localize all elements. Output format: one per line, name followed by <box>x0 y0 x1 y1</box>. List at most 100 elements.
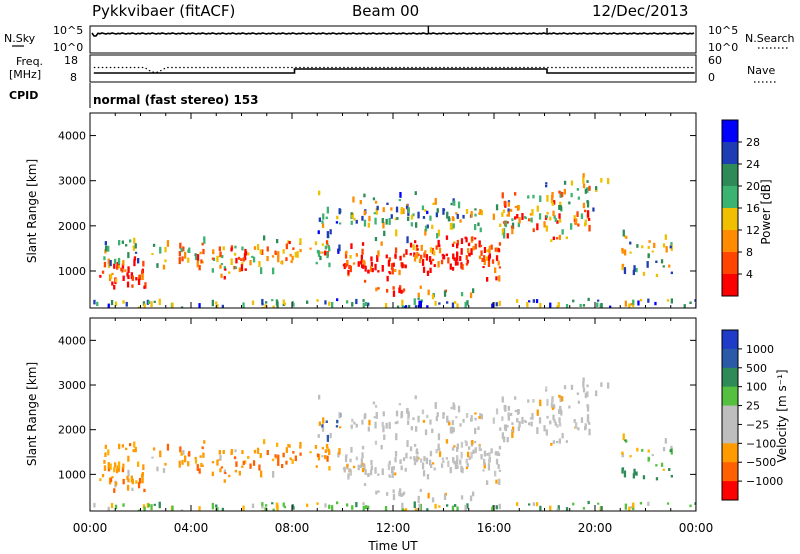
power-cell <box>584 219 587 226</box>
power-cell <box>180 306 184 308</box>
velocity-cell <box>588 421 591 425</box>
power-cell <box>506 233 509 239</box>
power-cell <box>527 195 530 199</box>
power-cell <box>350 220 353 225</box>
velocity-cell <box>586 405 590 412</box>
velocity-cell <box>434 503 437 509</box>
power-cell <box>357 261 360 267</box>
power-cell <box>575 218 578 225</box>
power-cell <box>592 207 595 212</box>
power-cell <box>648 240 651 243</box>
power-cell <box>417 211 420 219</box>
power-cell <box>132 245 135 249</box>
velocity-cell <box>382 425 385 433</box>
velocity-cell <box>417 457 420 460</box>
power-cell <box>390 207 393 211</box>
power-cell <box>506 221 509 224</box>
velocity-cell <box>388 460 391 466</box>
velocity-cell <box>414 443 417 447</box>
velocity-cell <box>472 491 475 497</box>
power-cell <box>398 269 401 276</box>
velocity-cell <box>456 506 459 511</box>
velocity-cell <box>264 507 267 511</box>
power-cell <box>122 300 125 304</box>
power-cell <box>549 302 552 308</box>
velocity-cell <box>194 459 198 464</box>
power-cell <box>529 213 533 216</box>
velocity-cell <box>647 501 650 506</box>
velocity-cell <box>630 506 633 509</box>
power-cell <box>244 268 247 271</box>
power-cell <box>633 265 636 272</box>
power-cell <box>465 209 469 214</box>
velocity-cell <box>472 449 475 454</box>
power-cell <box>550 198 554 204</box>
velocity-cell <box>495 479 498 484</box>
velocity-cell <box>451 420 454 426</box>
power-cell <box>251 300 255 305</box>
power-cell <box>568 201 571 205</box>
power-cell <box>653 242 656 248</box>
power-cell <box>221 255 224 259</box>
velocity-cell <box>459 423 462 427</box>
velocity-cell <box>622 433 625 441</box>
power-cell <box>434 198 437 205</box>
velocity-cell <box>346 464 349 468</box>
velocity-cell <box>351 418 354 423</box>
power-cell <box>107 245 110 252</box>
velocity-cell <box>415 459 419 463</box>
power-cell <box>555 237 559 240</box>
power-cell <box>272 267 275 275</box>
power-cell <box>429 247 433 253</box>
velocity-cell <box>563 385 567 390</box>
velocity-cell <box>503 404 506 410</box>
velocity-cell <box>551 399 554 405</box>
power-cell <box>470 248 473 255</box>
velocity-cell <box>456 459 459 465</box>
power-cell <box>642 271 646 276</box>
power-cell <box>316 249 320 254</box>
velocity-cell <box>322 417 325 424</box>
power-cell <box>635 268 638 273</box>
velocity-cell <box>201 446 204 450</box>
power-cell <box>452 253 455 260</box>
nsearch-label: N.Search <box>745 32 795 45</box>
velocity-cell <box>510 412 513 416</box>
velocity-cell <box>524 420 527 423</box>
power-cell <box>376 205 379 211</box>
power-cell <box>242 257 245 262</box>
power-cell <box>466 259 469 264</box>
power-cell <box>182 246 185 252</box>
velocity-cell <box>584 392 587 398</box>
velocity-cell <box>539 505 542 511</box>
power-cell <box>329 229 332 235</box>
velocity-cell <box>416 455 419 461</box>
x-axis-label: Time UT <box>367 539 418 553</box>
velocity-colorbar-tick-label: 1000 <box>746 343 774 356</box>
velocity-cell <box>277 459 280 466</box>
power-cell <box>647 245 650 249</box>
power-cell <box>396 305 400 308</box>
velocity-cell <box>442 412 445 419</box>
power-cell <box>220 263 224 266</box>
power-cell <box>164 259 167 263</box>
velocity-cell <box>285 447 288 453</box>
velocity-cell <box>437 433 441 441</box>
nsearch-tick-top: 10^5 <box>708 24 738 37</box>
power-cell <box>516 214 519 219</box>
power-cell <box>201 242 204 246</box>
velocity-cell <box>437 443 440 451</box>
power-cell <box>401 262 404 269</box>
velocity-cell <box>423 456 426 462</box>
velocity-cell <box>586 414 590 422</box>
power-cell <box>460 238 464 244</box>
velocity-cell <box>327 449 330 452</box>
power-cell <box>491 303 494 308</box>
velocity-cell <box>575 422 578 429</box>
velocity-cell <box>398 403 401 406</box>
power-cell <box>470 211 473 218</box>
velocity-cell <box>127 455 130 462</box>
velocity-cell <box>292 506 295 510</box>
power-cell <box>535 299 539 304</box>
power-cell <box>133 237 136 244</box>
